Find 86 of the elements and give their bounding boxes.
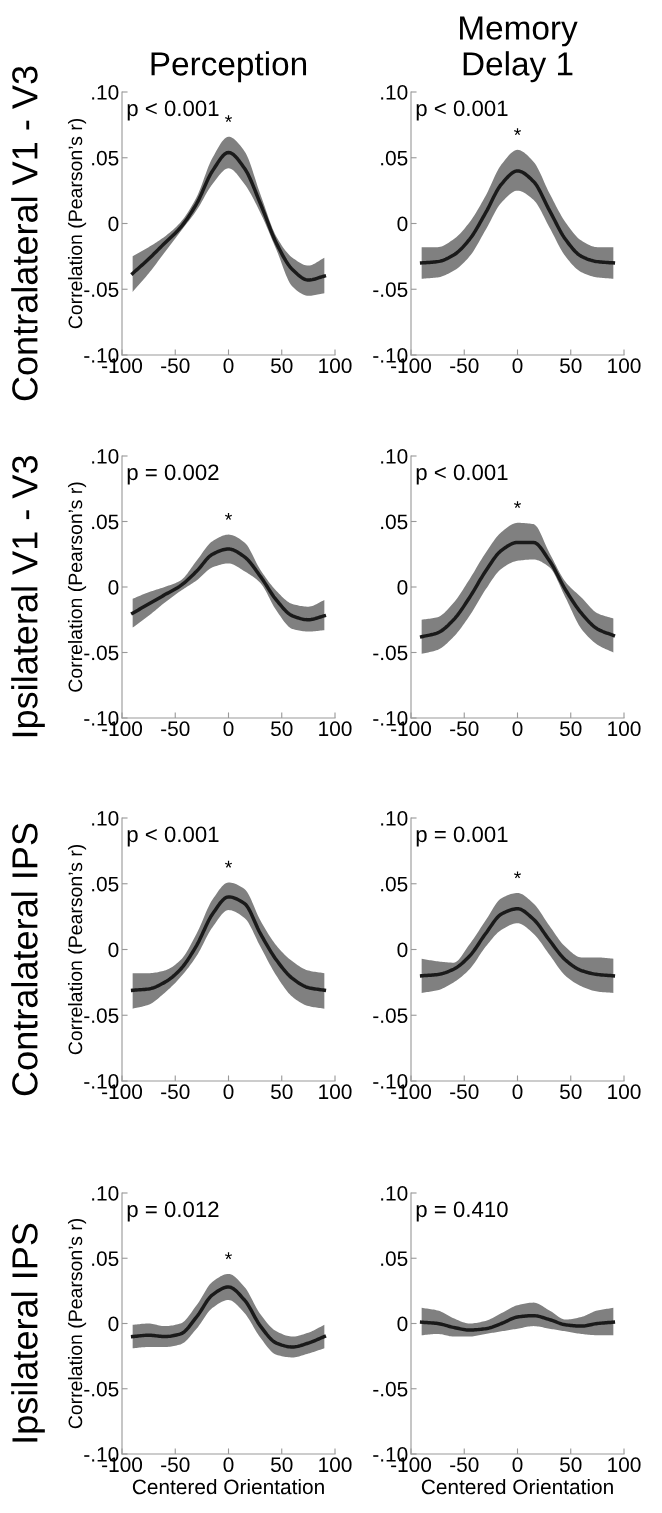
- y-tick-label: -.05: [84, 1008, 119, 1023]
- x-tick-label: 50: [271, 1457, 293, 1473]
- y-tick-label: .10: [381, 1186, 408, 1201]
- text: Ipsilateral IPS: [11, 1223, 45, 1442]
- y-tick-label: 0: [108, 580, 119, 595]
- y-tick-label: .05: [381, 150, 408, 166]
- y-tick-label: -.05: [373, 645, 408, 661]
- x-tick-label: 100: [608, 358, 641, 374]
- x-tick-label: 100: [608, 1457, 641, 1473]
- y-tick-label: 0: [108, 942, 119, 958]
- annotation: *: [225, 860, 232, 868]
- y-tick-label: -.05: [84, 282, 119, 297]
- x-tick-label: 0: [512, 358, 523, 374]
- annotation: *: [225, 513, 232, 520]
- text: Ipsilateral V1 - V3: [11, 456, 45, 737]
- x-tick-label: 100: [319, 1457, 352, 1473]
- x-axis-title: Centered Orientation: [132, 1478, 324, 1495]
- x-axis-title: Centered Orientation: [421, 1478, 613, 1495]
- x-tick-label: 100: [319, 721, 352, 737]
- annotation: *: [225, 115, 232, 122]
- y-tick-label: .10: [92, 811, 119, 826]
- y-tick-label: 0: [397, 942, 408, 958]
- annotation: p < 0.001: [127, 100, 219, 121]
- x-tick-label: 100: [608, 1084, 641, 1100]
- y-tick-label: .05: [381, 876, 408, 892]
- y-tick-label: -.05: [84, 1381, 119, 1397]
- y-tick-label: .05: [381, 1251, 408, 1266]
- x-tick-label: 0: [512, 721, 523, 737]
- x-tick-label: 100: [608, 721, 641, 737]
- annotation: *: [225, 1252, 232, 1260]
- y-tick-label: .10: [381, 449, 408, 464]
- annotation: p = 0.001: [416, 826, 508, 847]
- x-tick-label: 50: [560, 1457, 582, 1473]
- x-tick-label: 0: [223, 358, 234, 374]
- x-tick-label: -50: [450, 1084, 479, 1100]
- x-tick-label: 50: [271, 721, 293, 737]
- y-tick-label: .05: [92, 1251, 119, 1266]
- y-tick-label: .10: [92, 1186, 119, 1201]
- text: Contralateral IPS: [11, 823, 38, 1096]
- x-tick-label: -50: [450, 721, 479, 737]
- x-tick-label: -50: [161, 1457, 190, 1473]
- annotation: *: [514, 128, 521, 136]
- x-tick-label: 0: [223, 721, 234, 737]
- annotation: p < 0.001: [127, 826, 219, 847]
- annotation: *: [514, 501, 521, 509]
- y-tick-label: .05: [92, 150, 119, 166]
- x-tick-label: 100: [319, 358, 352, 374]
- x-tick-label: 0: [512, 1084, 523, 1100]
- x-tick-label: 50: [271, 1084, 293, 1100]
- annotation: p = 0.012: [127, 1201, 219, 1222]
- y-tick-label: 0: [397, 216, 408, 232]
- annotation: p = 0.410: [416, 1201, 508, 1222]
- y-tick-label: .10: [92, 85, 119, 100]
- x-tick-label: -50: [450, 1457, 479, 1473]
- y-tick-label: -.05: [373, 1381, 408, 1397]
- chart-title: Perception: [151, 51, 307, 83]
- x-tick-label: 0: [223, 1457, 234, 1473]
- y-tick-label: -.05: [373, 282, 408, 297]
- text: Contralateral V1 - V3: [11, 66, 38, 401]
- y-tick-label: .10: [381, 811, 408, 826]
- annotation: *: [514, 871, 521, 879]
- y-tick-label: .10: [92, 449, 119, 464]
- x-tick-label: 0: [512, 1457, 523, 1473]
- x-tick-label: 50: [560, 721, 582, 737]
- x-tick-label: 50: [560, 358, 582, 374]
- x-tick-label: 100: [319, 1084, 352, 1100]
- chart-title: Memory Delay 1: [460, 16, 578, 83]
- x-tick-label: 50: [560, 1084, 582, 1100]
- y-tick-label: .05: [381, 514, 408, 530]
- x-tick-label: 50: [271, 358, 293, 374]
- x-tick-label: -50: [161, 721, 190, 737]
- y-tick-label: .05: [92, 876, 119, 892]
- x-tick-label: -50: [161, 358, 190, 374]
- annotation: p < 0.001: [416, 464, 508, 485]
- annotation: p < 0.001: [416, 100, 508, 121]
- y-tick-label: 0: [108, 1316, 119, 1332]
- y-tick-label: 0: [397, 1316, 408, 1332]
- y-tick-label: .10: [381, 85, 408, 100]
- annotation: p = 0.002: [127, 464, 219, 485]
- y-tick-label: -.05: [373, 1008, 408, 1023]
- y-tick-label: 0: [397, 580, 408, 595]
- x-tick-label: 0: [223, 1084, 234, 1100]
- y-tick-label: .05: [92, 514, 119, 530]
- x-tick-label: -50: [450, 358, 479, 374]
- x-tick-label: -50: [161, 1084, 190, 1100]
- y-tick-label: 0: [108, 216, 119, 232]
